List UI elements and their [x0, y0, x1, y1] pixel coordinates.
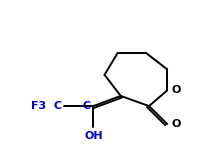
Text: C: C — [53, 101, 61, 111]
Text: O: O — [170, 85, 180, 95]
Text: F3: F3 — [31, 101, 46, 111]
Text: O: O — [170, 119, 180, 129]
Text: C: C — [82, 101, 90, 111]
Text: OH: OH — [84, 131, 102, 141]
